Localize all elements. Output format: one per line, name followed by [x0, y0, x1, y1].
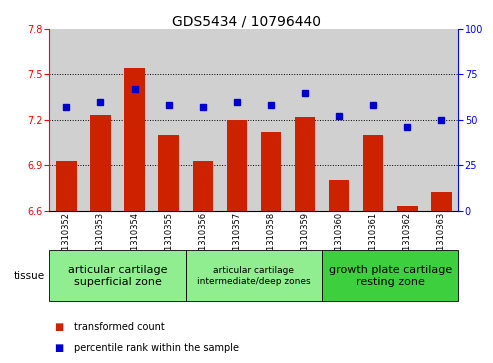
- Bar: [192, 160, 213, 211]
- Text: transformed count: transformed count: [74, 322, 165, 332]
- Bar: [158, 135, 179, 211]
- Bar: [322, 29, 356, 211]
- Bar: [56, 160, 76, 211]
- Bar: [124, 68, 145, 211]
- Bar: [329, 180, 350, 211]
- Text: ■: ■: [54, 343, 64, 354]
- Bar: [151, 29, 186, 211]
- Text: percentile rank within the sample: percentile rank within the sample: [74, 343, 239, 354]
- Bar: [390, 29, 424, 211]
- Bar: [49, 29, 83, 211]
- Bar: [186, 29, 220, 211]
- Bar: [295, 117, 315, 211]
- Bar: [261, 132, 281, 211]
- Text: articular cartilage
superficial zone: articular cartilage superficial zone: [68, 265, 167, 287]
- Bar: [227, 120, 247, 211]
- Text: ▶: ▶: [47, 271, 58, 281]
- Bar: [254, 29, 288, 211]
- Text: ■: ■: [54, 322, 64, 332]
- Bar: [117, 29, 151, 211]
- Text: GDS5434 / 10796440: GDS5434 / 10796440: [172, 15, 321, 29]
- Bar: [363, 135, 384, 211]
- Text: growth plate cartilage
resting zone: growth plate cartilage resting zone: [329, 265, 452, 287]
- Text: tissue: tissue: [13, 271, 44, 281]
- Bar: [431, 192, 452, 211]
- Bar: [397, 206, 418, 211]
- Bar: [424, 29, 458, 211]
- Bar: [356, 29, 390, 211]
- Bar: [288, 29, 322, 211]
- Bar: [90, 115, 110, 211]
- Text: articular cartilage
intermediate/deep zones: articular cartilage intermediate/deep zo…: [197, 266, 311, 286]
- Bar: [83, 29, 117, 211]
- Bar: [220, 29, 254, 211]
